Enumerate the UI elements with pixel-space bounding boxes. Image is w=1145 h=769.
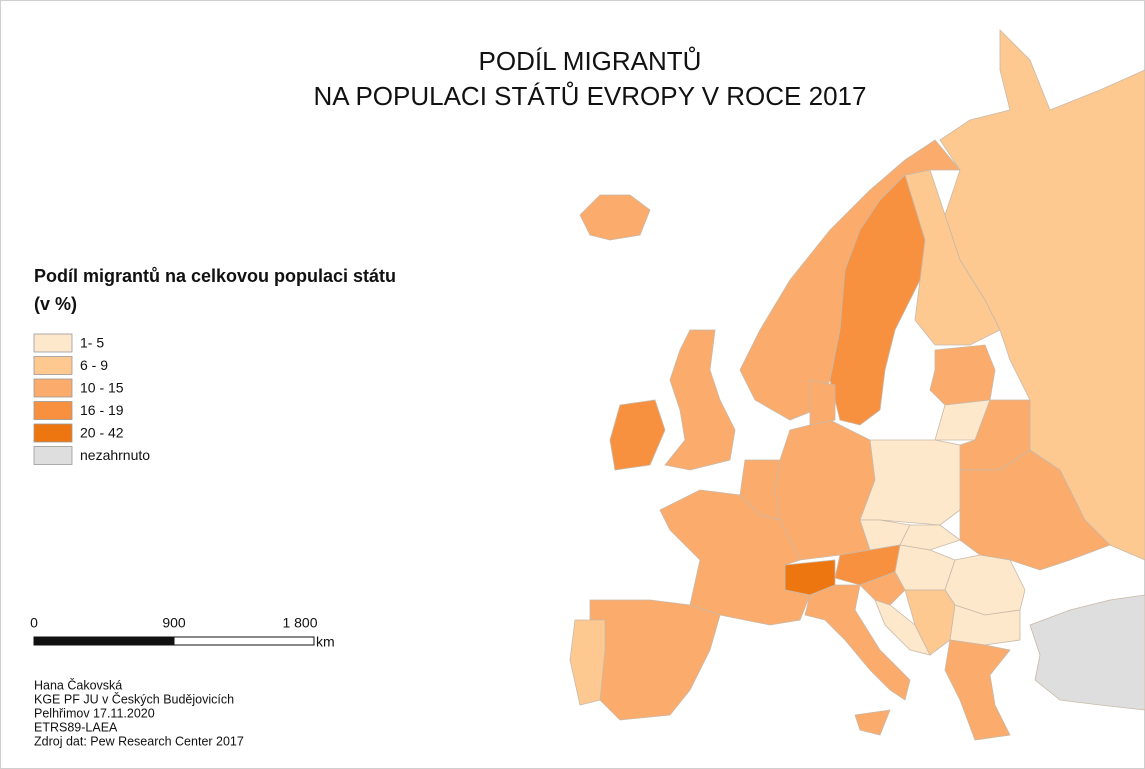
country (609, 399, 666, 471)
country (859, 571, 906, 606)
legend-label: 20 - 42 (80, 425, 124, 441)
credit-line: KGE PF JU v Českých Budějovicích (34, 691, 234, 706)
country (854, 709, 891, 736)
countries (569, 29, 1145, 741)
country (829, 174, 926, 426)
scale-unit: km (316, 634, 335, 650)
credit-line: ETRS89-LAEA (34, 720, 118, 734)
country (939, 29, 1145, 561)
scale-label: 900 (162, 615, 186, 631)
legend-label: 16 - 19 (80, 402, 124, 418)
scale-label: 1 800 (282, 615, 317, 631)
scale-segment (173, 636, 315, 646)
legend-label: 1- 5 (80, 335, 104, 351)
legend-swatch (33, 423, 73, 443)
legend-title: (v %) (34, 294, 77, 314)
country (929, 344, 996, 406)
country (569, 619, 606, 706)
legend-swatch (33, 378, 73, 398)
country (1029, 594, 1145, 711)
credit-line: Zdroj dat: Pew Research Center 2017 (34, 734, 244, 748)
legend-swatch (33, 401, 73, 420)
legend-swatch (33, 333, 73, 353)
scale-segment (33, 636, 175, 646)
legend-label: nezahrnuto (80, 447, 150, 463)
country (664, 329, 736, 471)
country (944, 639, 1011, 741)
legend-title: Podíl migrantů na celkovou populaci stát… (34, 266, 396, 286)
title-line: NA POPULACI STÁTŮ EVROPY V ROCE 2017 (314, 80, 867, 111)
country (899, 524, 961, 551)
country (579, 194, 651, 241)
legend-label: 10 - 15 (80, 380, 124, 396)
country (774, 419, 876, 561)
country (809, 379, 836, 426)
scale-bar: 0 900 1 800 km (30, 615, 335, 650)
country (859, 439, 961, 526)
legend-swatch (33, 356, 73, 375)
country (959, 449, 1111, 571)
scale-label: 0 (30, 615, 38, 631)
legend: 1- 5 6 - 9 10 - 15 16 - 19 20 - 42 nezahrnuto (33, 333, 150, 465)
credit-line: Hana Čakovská (34, 677, 122, 692)
title-line: PODÍL MIGRANTŮ (479, 45, 702, 76)
credit-line: Pelhřimov 17.11.2020 (34, 706, 155, 720)
legend-swatch (33, 446, 73, 465)
country (659, 489, 811, 626)
legend-label: 6 - 9 (80, 357, 108, 373)
